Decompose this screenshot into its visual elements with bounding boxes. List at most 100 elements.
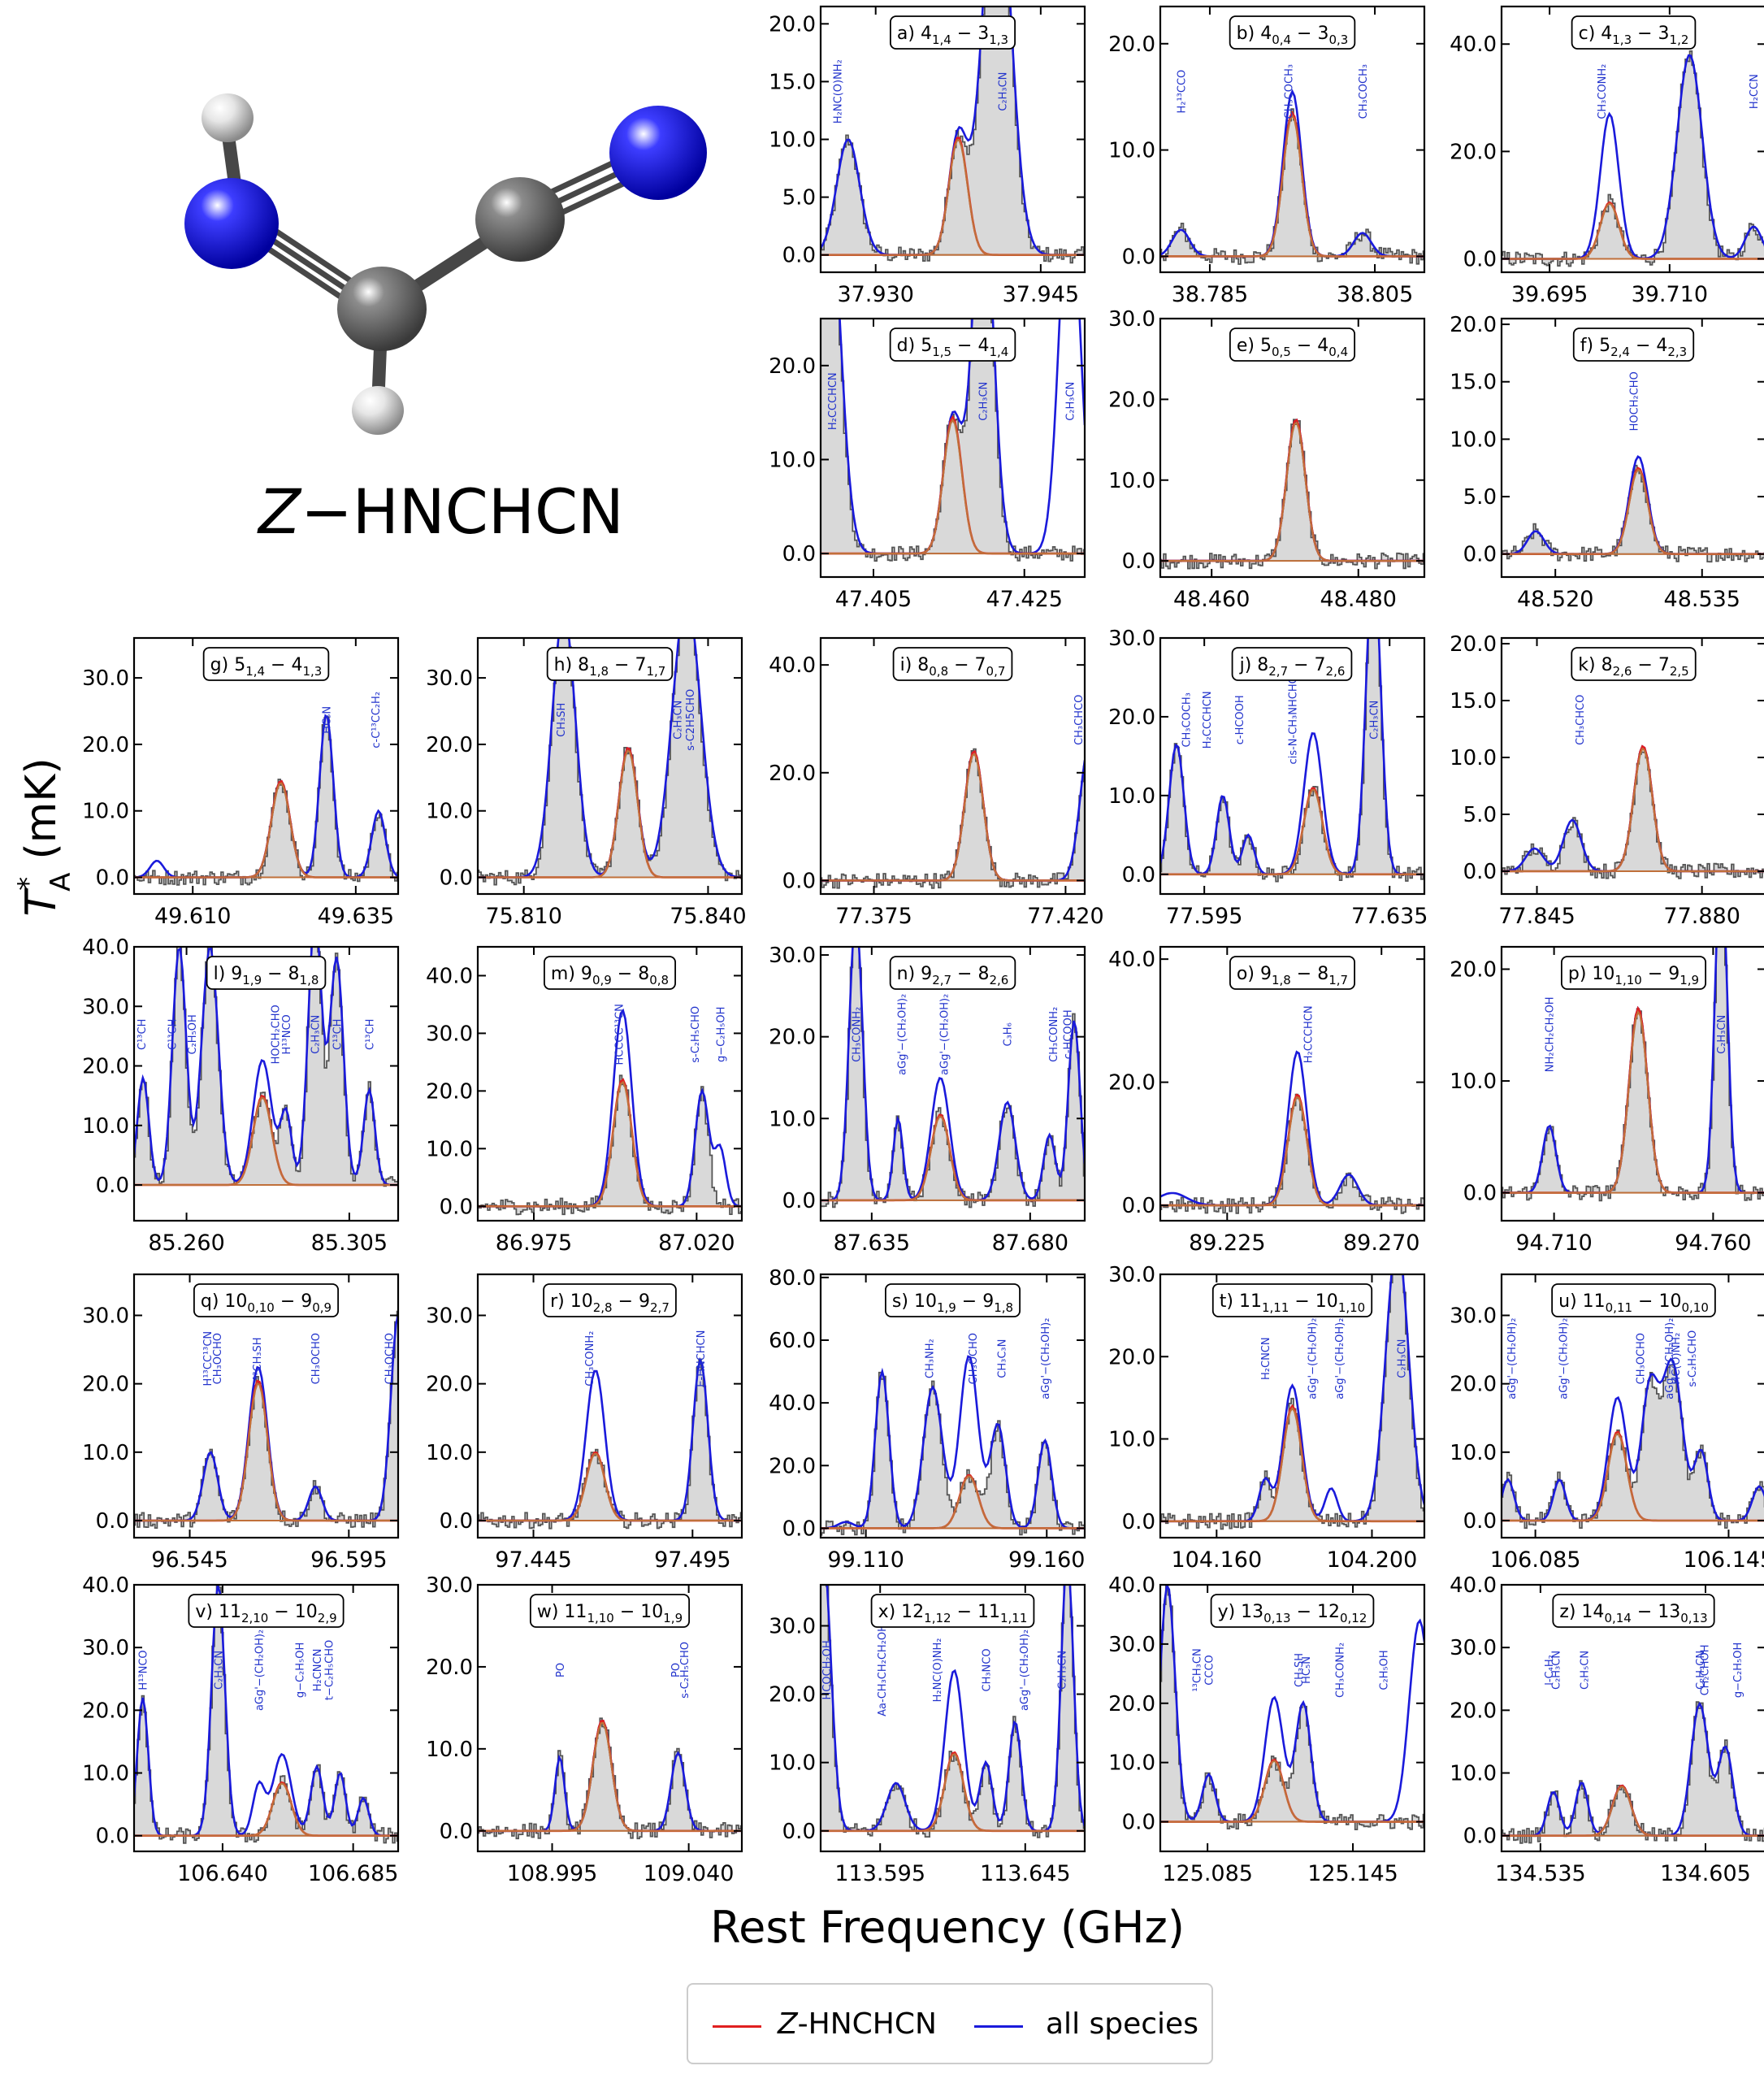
observed-spectrum-b <box>1160 108 1424 265</box>
zhnchcn-component-f <box>1502 468 1764 555</box>
transition-label: c) 41,3 − 31,2 <box>1579 24 1689 47</box>
species-label: CH₂CHOH <box>1700 1644 1712 1695</box>
y-tick-label: 20.0 <box>1108 1071 1155 1096</box>
legend: Z-HNCHCN all species <box>687 1983 1213 2064</box>
y-tick-label: 20.0 <box>1450 1373 1497 1397</box>
transition-label-box <box>870 1594 1035 1628</box>
species-label: aGg'−(CH₂OH)₂ <box>939 994 951 1075</box>
species-label: HCOCH₂OH <box>821 1640 834 1699</box>
species-label: H₂¹³CCO <box>1176 70 1188 114</box>
y-tick-label: 10.0 <box>1450 1441 1497 1465</box>
x-tick-label: 47.405 <box>835 587 912 612</box>
y-tick-label: 0.0 <box>1122 863 1155 887</box>
x-tick-label: 106.685 <box>308 1861 399 1886</box>
y-tick-label: 5.0 <box>1463 803 1497 827</box>
species-label: cis-N-CH₃NHCHO <box>1288 675 1300 764</box>
transition-label-box <box>546 647 674 681</box>
zhnchcn-model-i <box>821 749 1085 882</box>
y-tick-label: 0.0 <box>96 1825 129 1849</box>
panel-frame-s <box>819 1273 1086 1539</box>
panel-frame-i <box>819 636 1086 896</box>
y-tick-label: 0.0 <box>782 1517 816 1541</box>
panel-frame-u <box>1500 1273 1764 1539</box>
panel-u: aGg'−(CH₂OH)₂ aGg'−(CH₂OH)₂ CH₃OCHO aGg'−(C… <box>1450 1273 1764 1573</box>
x-tick-label: 87.020 <box>658 1230 735 1256</box>
y-tick-label: 10.0 <box>769 1107 816 1131</box>
species-label: CH₃NCO <box>982 1648 994 1691</box>
hydrogen-atom-bottom <box>352 386 404 435</box>
species-label: C₂H₅OH <box>1378 1650 1390 1690</box>
species-label: c-C¹³CC₂H₂ <box>371 692 383 749</box>
species-label: C₂H₃CN <box>1056 1651 1068 1690</box>
panel-d: H₂CCCHCN C₂H₃CN C₂H₃CN 0.0 10.0 20.0 47.405 47.… <box>769 317 1086 612</box>
hydrogen-atom-top <box>202 93 254 142</box>
transition-label: x) 121,12 − 111,11 <box>878 1602 1028 1625</box>
transition-label: i) 80,8 − 70,7 <box>900 655 1006 679</box>
y-tick-label: 10.0 <box>426 800 473 824</box>
transition-label: q) 100,10 − 90,9 <box>201 1291 332 1315</box>
y-tick-label: 20.0 <box>1450 140 1497 164</box>
y-tick-label: 40.0 <box>1450 33 1497 57</box>
y-tick-label: 15.0 <box>769 70 816 94</box>
species-label: C¹³CH <box>167 1019 180 1050</box>
y-tick-label: 20.0 <box>769 762 816 786</box>
y-tick-label: 10.0 <box>1108 469 1155 493</box>
y-tick-label: 5.0 <box>782 186 816 210</box>
y-tick-label: 10.0 <box>426 1738 473 1762</box>
species-label: HC(O)NH₂ <box>1671 1333 1683 1385</box>
x-tick-label: 106.145 <box>1684 1547 1764 1573</box>
species-label: C₂H₃CN <box>673 701 685 740</box>
species-label: H₂CCCHCN <box>827 372 839 430</box>
species-label: C₂H₃CN <box>997 72 1009 111</box>
species-label: CH₃CONH₂ <box>1597 64 1609 119</box>
transition-label-box <box>885 1283 1021 1317</box>
transition-label: h) 81,8 − 71,7 <box>554 655 666 679</box>
y-tick-label: 0.0 <box>1463 247 1497 271</box>
transition-label-box <box>1210 1594 1375 1628</box>
species-label: aGg'−(CH₂OH)₂ <box>1664 1318 1676 1400</box>
y-tick-label: 40.0 <box>1450 1573 1497 1598</box>
y-tick-label: 30.0 <box>769 944 816 968</box>
all-species-model-j <box>1160 638 1424 876</box>
y-tick-label: 5.0 <box>1463 485 1497 510</box>
species-label: aGg'−(CH₂OH)₂ <box>1506 1318 1519 1400</box>
y-tick-label: 10.0 <box>1108 784 1155 809</box>
species-label: H₂CCCHCN <box>1302 1005 1315 1063</box>
x-tick-label: 39.710 <box>1632 282 1708 307</box>
transition-label: n) 92,7 − 82,6 <box>897 964 1009 987</box>
panel-h: CH₃SH C₂H₃CN s-C2H5CHO 0.0 10.0 20.0 30.0 75.81… <box>426 636 747 929</box>
species-label: C₂H₅OH <box>187 1014 199 1054</box>
y-tick-label: 30.0 <box>1108 1633 1155 1657</box>
x-tick-label: 86.975 <box>496 1230 572 1256</box>
species-label: aGg'−(CH₂OH)₂ <box>1558 1318 1570 1400</box>
transition-label: a) 41,4 − 31,3 <box>897 24 1008 47</box>
species-label: PO <box>555 1663 567 1677</box>
y-tick-label: 0.0 <box>782 869 816 893</box>
y-tick-label: 30.0 <box>1450 1636 1497 1660</box>
all-species-model-s <box>821 1355 1085 1530</box>
zhnchcn-component-m <box>478 1080 742 1208</box>
y-tick-label: 20.0 <box>1108 1692 1155 1716</box>
species-label: C¹³CH <box>364 1019 376 1050</box>
transition-label: e) 50,5 − 40,4 <box>1237 336 1348 359</box>
species-label: C₂H₃CN <box>1551 1651 1563 1690</box>
species-label: C¹³CH <box>137 1019 149 1050</box>
transition-label-box <box>1211 1283 1373 1317</box>
x-tick-label: 96.595 <box>310 1547 387 1573</box>
x-tick-label: 39.695 <box>1511 282 1588 307</box>
y-tick-label: 80.0 <box>769 1266 816 1291</box>
y-tick-label: 40.0 <box>1108 948 1155 972</box>
y-tick-label: 10.0 <box>769 448 816 472</box>
transition-label-box <box>529 1594 691 1628</box>
transition-label-box <box>544 956 676 990</box>
all-species-model-n <box>821 947 1085 1202</box>
species-label: C₂H₅CN <box>1580 1651 1592 1690</box>
zhnchcn-component-x <box>821 1753 1085 1832</box>
y-tick-label: 10.0 <box>1108 1428 1155 1452</box>
species-label: C₃H₆ <box>1003 1022 1015 1046</box>
transition-label: o) 91,8 − 81,7 <box>1237 964 1348 987</box>
species-label: aGg'−(CH₂OH)₂ <box>254 1630 267 1711</box>
x-tick-label: 49.635 <box>318 904 394 929</box>
x-tick-label: 97.495 <box>654 1547 730 1573</box>
y-tick-label: 0.0 <box>1122 1510 1155 1534</box>
